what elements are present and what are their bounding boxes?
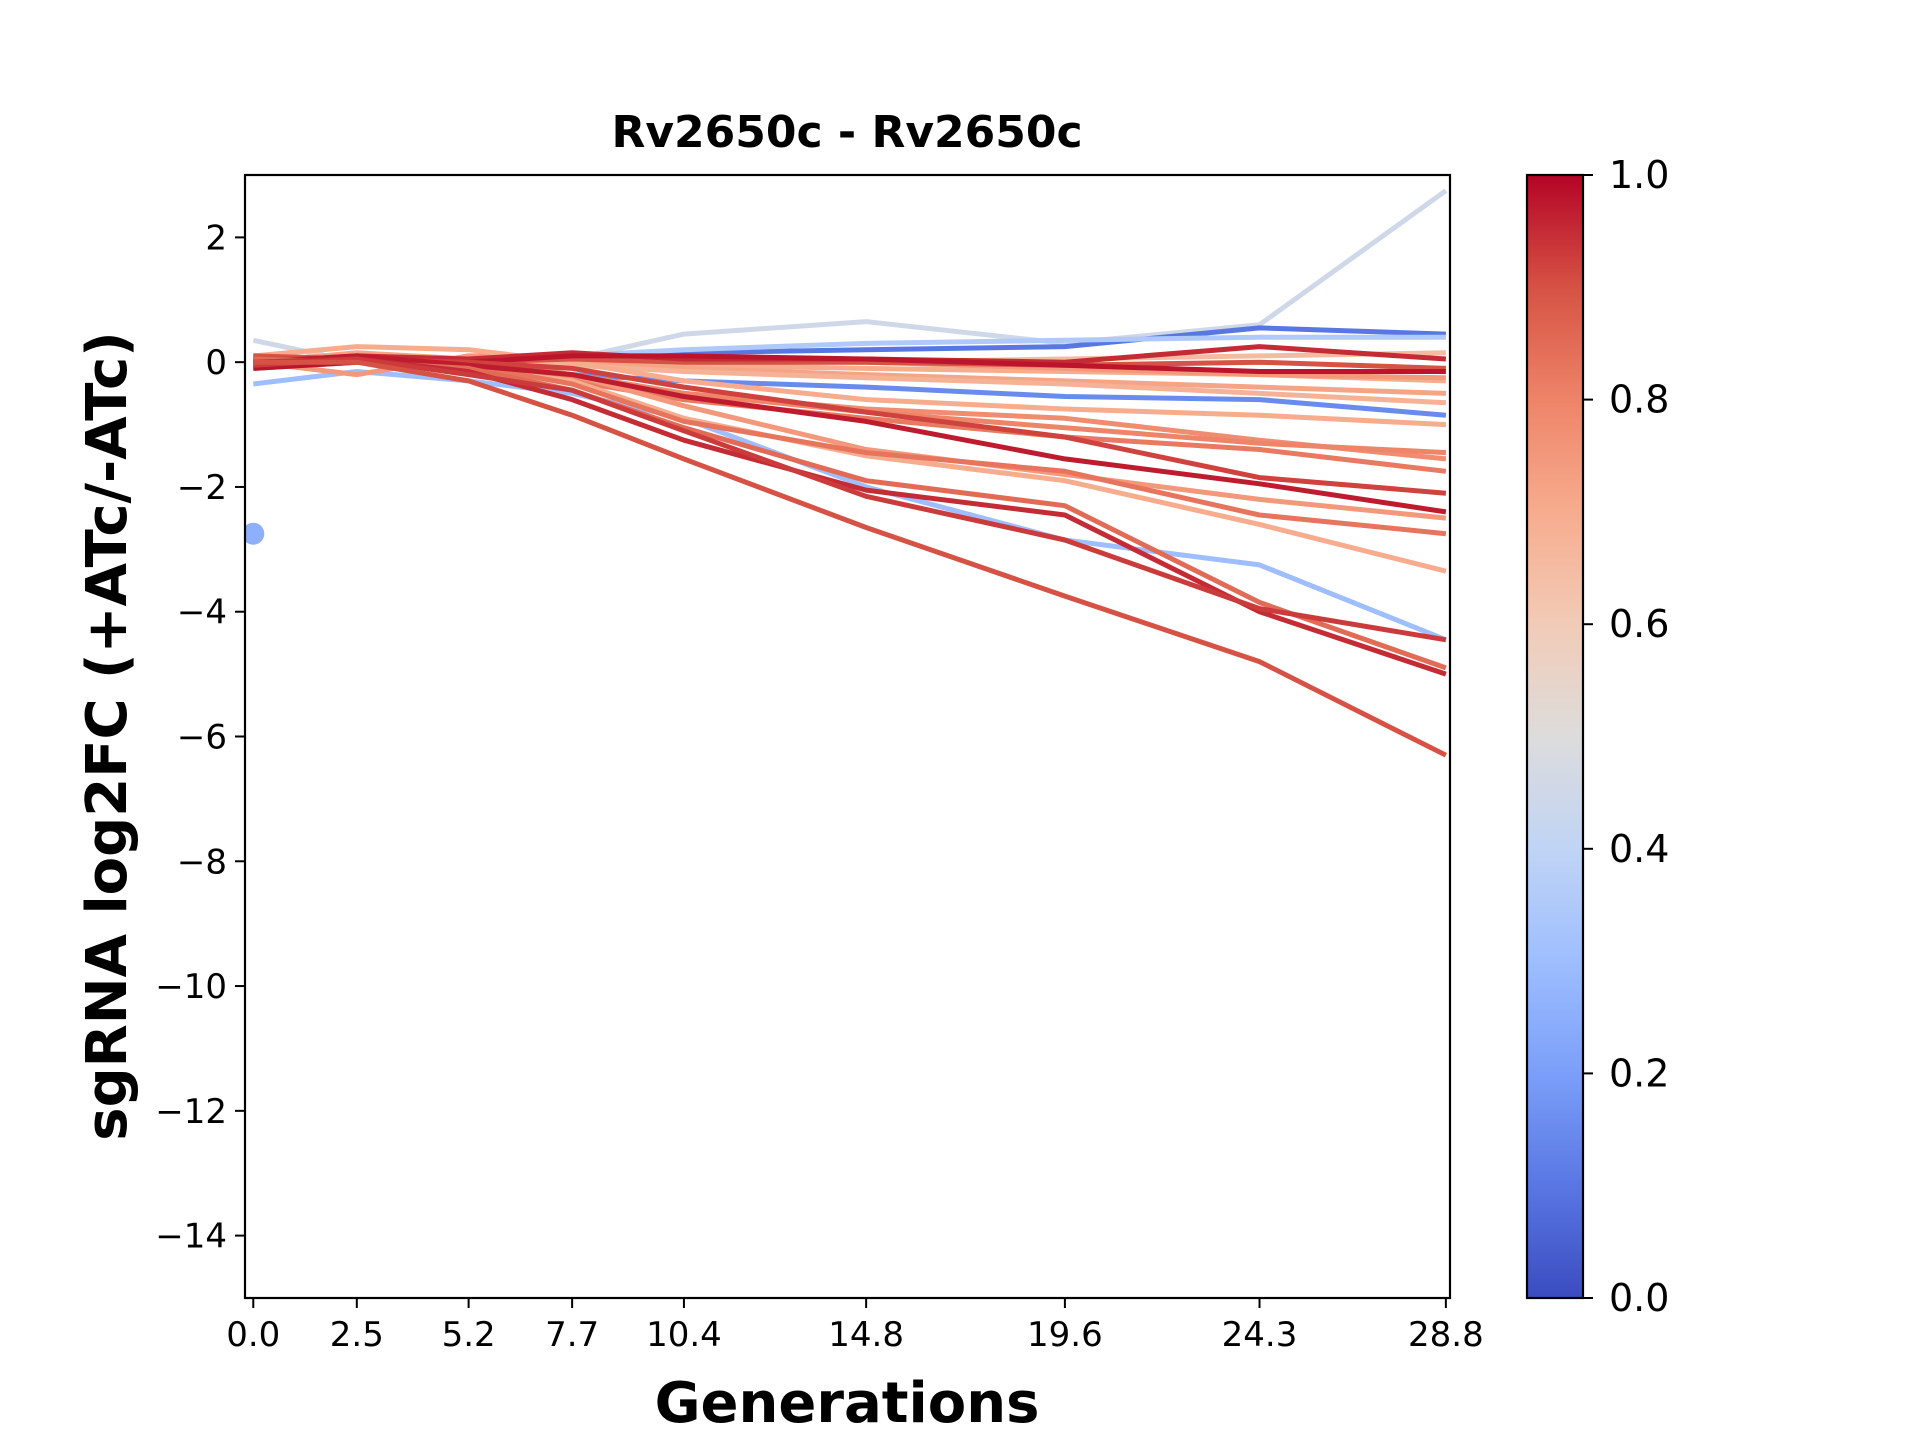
colorbar-tick-label: 0.2: [1609, 1051, 1669, 1095]
x-tick-label: 19.6: [1027, 1315, 1103, 1355]
colorbar-tick-label: 1.0: [1609, 153, 1669, 197]
series-line-26: [253, 359, 1448, 758]
y-tick-label: −2: [177, 468, 227, 508]
y-tick-label: 0: [205, 343, 227, 383]
y-tick-label: −6: [177, 718, 227, 758]
x-tick-label: 14.8: [828, 1315, 904, 1355]
colorbar-tick-label: 0.8: [1609, 378, 1669, 422]
x-tick-label: 10.4: [646, 1315, 722, 1355]
series-line-11: [253, 344, 1447, 428]
colorbar-tick-label: 0.6: [1609, 602, 1669, 646]
y-tick-label: −12: [155, 1092, 227, 1132]
y-axis-label: sgRNA log2FC (+ATc/-ATc): [75, 331, 140, 1141]
x-tick-label: 0.0: [226, 1315, 280, 1355]
data-point-1: [245, 522, 265, 545]
series-line-22: [253, 353, 1447, 515]
colorbar-tick-label: 0.0: [1609, 1276, 1669, 1320]
y-tick-label: −14: [155, 1217, 227, 1257]
colorbar: [1525, 173, 1585, 1300]
x-axis-ticks: 0.0 2.5 5.2 7.7 10.4 14.8 19.6 24.3 28.8: [226, 1298, 1484, 1355]
chart-title: Rv2650c - Rv2650c: [611, 107, 1082, 158]
colorbar-ticks: 0.0 0.2 0.4 0.6 0.8 1.0: [1583, 153, 1669, 1320]
point-layer: [245, 522, 265, 545]
series-line-25: [253, 356, 1447, 643]
y-tick-label: −8: [177, 842, 227, 882]
y-axis-ticks: 2 0 −2 −4 −6 −8 −10 −12 −14: [155, 218, 245, 1257]
y-tick-label: 2: [205, 218, 227, 258]
x-axis-label: Generations: [655, 1371, 1040, 1436]
x-tick-label: 28.8: [1408, 1315, 1484, 1355]
x-tick-label: 2.5: [330, 1315, 384, 1355]
x-tick-label: 24.3: [1222, 1315, 1298, 1355]
y-tick-label: −4: [177, 593, 227, 633]
series-layer: [252, 188, 1448, 758]
x-tick-label: 5.2: [442, 1315, 496, 1355]
x-tick-label: 7.7: [545, 1315, 599, 1355]
colorbar-tick-label: 0.4: [1609, 827, 1669, 871]
y-tick-label: −10: [155, 967, 227, 1007]
